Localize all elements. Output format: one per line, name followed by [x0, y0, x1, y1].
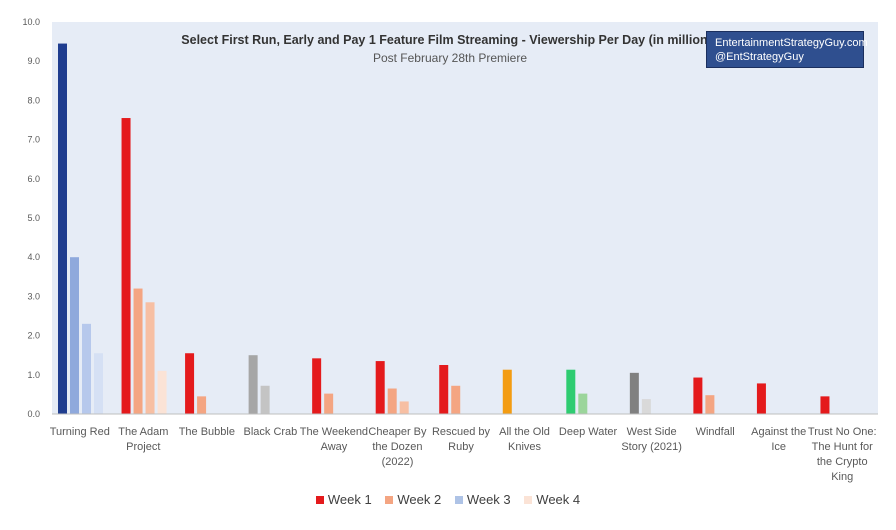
x-tick-label-9-line-0: West Side	[627, 426, 677, 438]
bar-3-week-2	[260, 385, 270, 414]
x-tick-label-10-line-0: Windfall	[696, 426, 735, 438]
y-tick-label-0: 0.0	[27, 409, 40, 419]
bar-0-week-4	[94, 353, 103, 414]
chart-subtitle: Post February 28th Premiere	[373, 51, 527, 65]
x-tick-label-7-line-0: All the Old	[499, 426, 550, 438]
bar-2-week-1	[185, 353, 195, 414]
legend-item-week-1: Week 1	[315, 492, 372, 507]
bar-1-week-3	[145, 302, 155, 414]
bar-9-week-1	[629, 372, 639, 414]
x-tick-label-7-line-1: Knives	[508, 441, 542, 453]
y-tick-label-8: 8.0	[27, 95, 40, 105]
bar-1-week-1	[121, 118, 131, 414]
legend-swatch-week-3	[454, 496, 463, 504]
x-tick-label-2-line-0: The Bubble	[179, 426, 235, 438]
bar-10-week-1	[693, 377, 703, 414]
x-tick-label-6-line-1: Ruby	[448, 441, 474, 453]
bar-1-week-2	[133, 288, 143, 414]
legend-label-week-3: Week 3	[466, 492, 511, 507]
bar-12-week-1	[820, 396, 830, 414]
legend-label-week-4: Week 4	[536, 492, 581, 507]
bar-5-week-1	[375, 361, 385, 414]
branding-box: EntertainmentStrategyGuy.com @EntStrateg…	[706, 31, 868, 68]
legend-item-week-4: Week 4	[524, 492, 580, 507]
x-tick-label-3-line-0: Black Crab	[243, 426, 297, 438]
x-tick-label-8-line-0: Deep Water	[559, 426, 618, 438]
bar-3-week-1	[248, 355, 258, 414]
plot-area	[52, 22, 878, 414]
x-tick-label-11-line-1: Ice	[771, 441, 786, 453]
x-tick-label-5-line-0: Cheaper By	[368, 426, 427, 438]
x-tick-label-0-line-0: Turning Red	[50, 426, 110, 438]
bar-4-week-2	[324, 393, 334, 414]
bar-8-week-2	[578, 393, 588, 414]
y-tick-label-10: 10.0	[22, 17, 40, 27]
x-tick-label-4-line-0: The Weekend	[300, 426, 368, 438]
legend-label-week-2: Week 2	[397, 492, 442, 507]
bar-5-week-3	[399, 401, 409, 414]
bar-7-week-1	[502, 369, 512, 414]
bar-0-week-2	[70, 257, 79, 414]
bar-9-week-2	[641, 399, 651, 414]
y-tick-label-5: 5.0	[27, 213, 40, 223]
y-tick-label-6: 6.0	[27, 174, 40, 184]
legend-swatch-week-1	[315, 496, 324, 504]
bar-8-week-1	[566, 369, 576, 414]
y-tick-label-4: 4.0	[27, 252, 40, 262]
y-tick-label-9: 9.0	[27, 56, 40, 66]
bar-4-week-1	[312, 358, 322, 414]
x-tick-label-1-line-0: The Adam	[118, 426, 168, 438]
chart-title: Select First Run, Early and Pay 1 Featur…	[181, 33, 718, 47]
bar-0-week-3	[82, 323, 91, 414]
x-tick-label-12-line-2: the Crypto	[817, 456, 868, 468]
x-tick-label-6-line-0: Rescued by	[432, 426, 491, 438]
y-tick-label-2: 2.0	[27, 331, 40, 341]
x-tick-label-4-line-1: Away	[321, 441, 348, 453]
bar-10-week-2	[705, 395, 715, 414]
legend-label-week-1: Week 1	[327, 492, 372, 507]
legend-swatch-week-2	[385, 496, 394, 504]
legend: Week 1 Week 2 Week 3 Week 4	[0, 492, 896, 507]
x-tick-label-12-line-1: The Hunt for	[812, 441, 873, 453]
bar-6-week-2	[451, 385, 461, 414]
x-tick-label-11-line-0: Against the	[751, 426, 806, 438]
bar-5-week-2	[387, 388, 397, 414]
legend-swatch-week-4	[524, 496, 533, 504]
x-tick-label-12-line-0: Trust No One:	[808, 426, 877, 438]
bar-11-week-1	[756, 383, 766, 414]
branding-website: EntertainmentStrategyGuy.com	[715, 37, 868, 49]
branding-handle: @EntStrategyGuy	[715, 51, 804, 63]
bar-1-week-4	[157, 370, 167, 414]
bar-2-week-2	[197, 396, 207, 414]
y-tick-label-1: 1.0	[27, 370, 40, 380]
y-tick-label-7: 7.0	[27, 135, 40, 145]
x-tick-label-9-line-1: Story (2021)	[621, 441, 682, 453]
bar-0-week-1	[58, 43, 67, 415]
legend-item-week-2: Week 2	[385, 492, 441, 507]
x-tick-label-5-line-1: the Dozen	[372, 441, 422, 453]
bar-6-week-1	[439, 365, 449, 414]
x-tick-label-12-line-3: King	[831, 471, 853, 483]
x-tick-label-1-line-1: Project	[126, 441, 160, 453]
legend-item-week-3: Week 3	[454, 492, 511, 507]
x-tick-label-5-line-2: (2022)	[382, 456, 414, 468]
y-tick-label-3: 3.0	[27, 291, 40, 301]
